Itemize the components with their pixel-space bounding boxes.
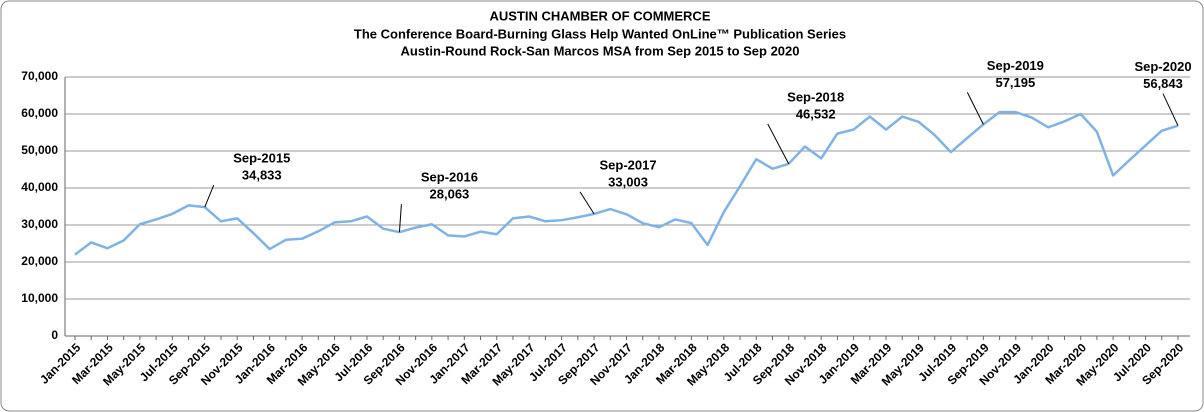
- annotation-leader: [398, 204, 402, 233]
- annotation-leader: [579, 191, 595, 215]
- annotation-value: 56,843: [1143, 76, 1183, 91]
- y-tick-label: 70,000: [21, 69, 58, 83]
- annotation-leader: [767, 123, 790, 165]
- annotation-category: Sep-2018: [787, 89, 844, 104]
- annotation-category: Sep-2016: [421, 170, 478, 185]
- annotation-category: Sep-2015: [233, 151, 290, 166]
- y-tick-label: 10,000: [21, 291, 58, 305]
- chart-title: The Conference Board-Burning Glass Help …: [354, 26, 846, 41]
- y-tick-label: 30,000: [21, 217, 58, 231]
- annotation-category: Sep-2019: [987, 58, 1044, 73]
- annotation-value: 28,063: [430, 187, 470, 202]
- annotation-value: 46,532: [796, 106, 836, 121]
- y-tick-label: 40,000: [21, 180, 58, 194]
- annotation-leader: [1162, 93, 1179, 126]
- chart-title: Austin-Round Rock-San Marcos MSA from Se…: [401, 43, 800, 58]
- annotation-value: 57,195: [995, 75, 1035, 90]
- series-line: [74, 110, 1179, 256]
- annotation-category: Sep-2020: [1134, 59, 1191, 74]
- annotation-leader: [966, 92, 984, 125]
- y-tick-label: 60,000: [21, 106, 58, 120]
- y-tick-label: 20,000: [21, 254, 58, 268]
- annotation-value: 33,003: [608, 174, 648, 189]
- y-tick-label: 50,000: [21, 143, 58, 157]
- annotation-leader: [204, 184, 215, 208]
- y-tick-label: 0: [51, 328, 58, 342]
- chart-title: AUSTIN CHAMBER OF COMMERCE: [490, 8, 711, 23]
- annotation-category: Sep-2017: [600, 157, 657, 172]
- annotation-value: 34,833: [242, 168, 282, 183]
